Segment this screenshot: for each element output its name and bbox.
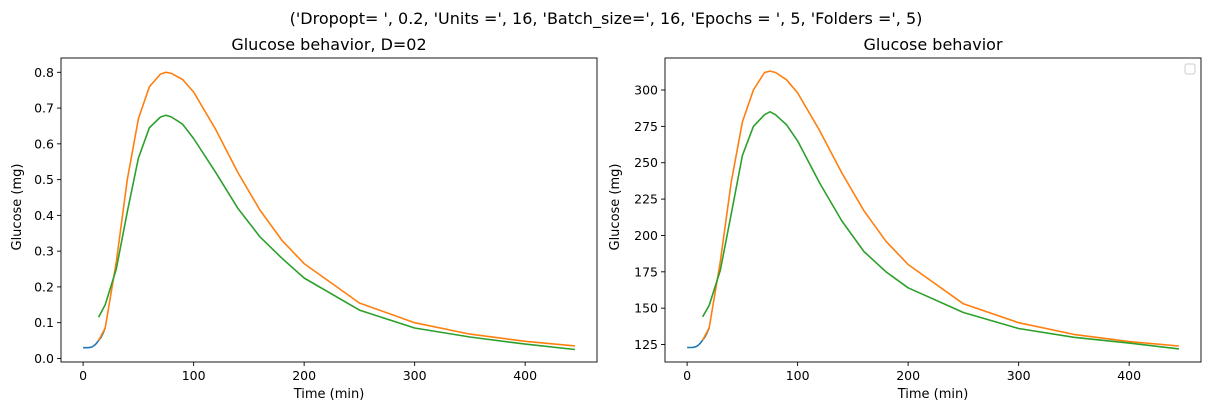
x-axis-label: Time (min) [897, 387, 969, 402]
x-tick-label: 0 [683, 368, 691, 383]
x-tick-label: 100 [182, 368, 206, 383]
axes-frame [60, 57, 598, 363]
y-tick-label: 0.4 [34, 208, 54, 223]
x-tick-label: 200 [292, 368, 316, 383]
x-tick-label: 300 [403, 368, 427, 383]
y-tick-label: 0.8 [34, 65, 54, 80]
x-tick-label: 0 [79, 368, 87, 383]
series-2-line [701, 70, 1179, 347]
y-tick-label: 0.7 [34, 101, 54, 116]
y-tick-label: 250 [634, 155, 658, 170]
y-tick-label: 0.0 [34, 351, 54, 366]
x-axis-label: Time (min) [293, 387, 365, 402]
y-tick-label: 275 [634, 119, 658, 134]
axes-frame [664, 57, 1202, 363]
chart-panel-left: Glucose behavior, D=02 Time (min) Glucos… [10, 35, 598, 402]
y-tick-label: 175 [634, 264, 658, 279]
y-tick-label: 0.6 [34, 136, 54, 151]
y-axis-label: Glucose (mg) [608, 164, 623, 251]
y-tick-label: 0.3 [34, 244, 54, 259]
series-2-line [97, 71, 575, 347]
series-3-line [97, 114, 575, 351]
x-tick-label: 300 [1007, 368, 1031, 383]
x-tick-label: 400 [1117, 368, 1141, 383]
chart-title: Glucose behavior, D=02 [231, 35, 426, 54]
series-1-line [687, 327, 710, 349]
y-tick-label: 150 [634, 301, 658, 316]
y-tick-label: 225 [634, 192, 658, 207]
series-3-line [701, 111, 1179, 350]
y-tick-label: 0.1 [34, 315, 54, 330]
plot-area: 0 100 200 300 400 0.0 0.1 0.2 0.3 0.4 0.5 0.6 0.7 0.8 [34, 57, 598, 383]
y-tick-label: 0.2 [34, 279, 54, 294]
y-tick-label: 125 [634, 337, 658, 352]
y-tick-label: 300 [634, 83, 658, 98]
x-tick-label: 200 [896, 368, 920, 383]
chart-title: Glucose behavior [863, 35, 1002, 54]
x-tick-label: 100 [786, 368, 810, 383]
y-tick-label: 0.5 [34, 172, 54, 187]
legend-box [1184, 63, 1196, 75]
y-tick-label: 200 [634, 228, 658, 243]
chart-panel-right: Glucose behavior Time (min) Glucose (mg)… [608, 35, 1202, 402]
figure-suptitle: ('Dropopt= ', 0.2, 'Units =', 16, 'Batch… [290, 9, 923, 29]
plot-area: 0 100 200 300 400 125 150 175 200 225 250 275 300 [634, 57, 1202, 383]
series-1-line [83, 327, 106, 349]
x-tick-label: 400 [513, 368, 537, 383]
y-axis-label: Glucose (mg) [10, 164, 25, 251]
